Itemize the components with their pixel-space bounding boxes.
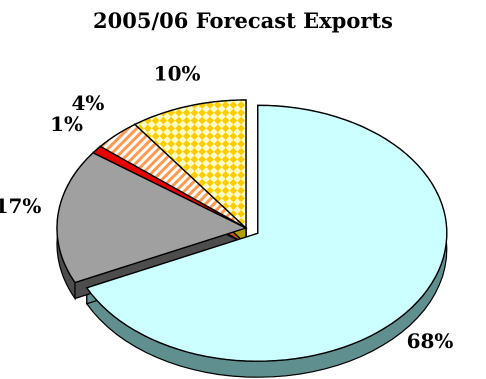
pie-slice-3: [99, 123, 247, 229]
pie-label-0: 68%: [407, 329, 454, 353]
chart-title: 2005/06 Forecast Exports: [93, 8, 393, 33]
pie-slice-4: [133, 99, 247, 230]
pie-label-3: 4%: [71, 91, 104, 115]
pie-label-1: 17%: [0, 194, 41, 218]
pie-slice-1: [56, 151, 248, 284]
pie-slice-2: [91, 145, 247, 229]
pie-slice-0: [85, 104, 448, 362]
pie-label-2: 1%: [50, 112, 83, 136]
pie-label-4: 10%: [154, 61, 201, 85]
